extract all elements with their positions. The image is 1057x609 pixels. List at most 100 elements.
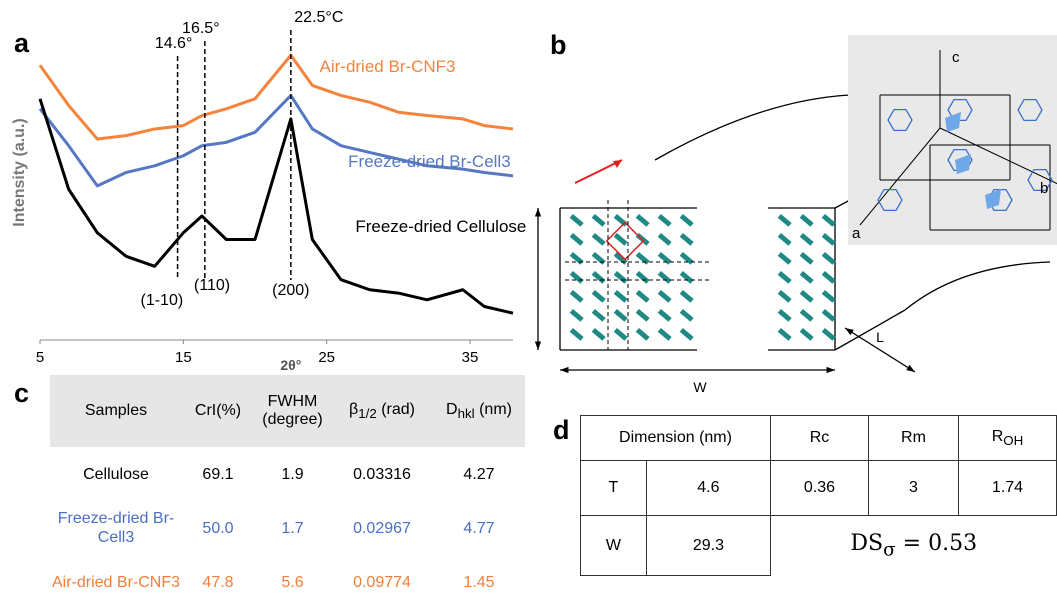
- data-cell: 47.8: [182, 555, 254, 609]
- cell-text: 1.74: [991, 479, 1024, 496]
- edge: [654, 94, 851, 161]
- chain-marker: [635, 251, 650, 265]
- chain-marker: [679, 289, 694, 303]
- data-row: Freeze-dried Br-Cell3 50.0 1.7 0.02967 4.77: [50, 501, 525, 555]
- dimension-label: L: [876, 329, 884, 345]
- x-tick-label: 35: [462, 349, 479, 366]
- cell-text: 1.9: [281, 465, 304, 483]
- chain-marker: [635, 327, 650, 341]
- series-label: Freeze-dried Br-Cell3: [348, 152, 511, 171]
- chain-marker: [591, 251, 606, 265]
- edge: [834, 199, 851, 209]
- chain-marker: [777, 308, 792, 322]
- axis-label: b: [1040, 180, 1048, 197]
- chain-marker: [591, 308, 606, 322]
- miller-index: (1-10): [140, 292, 183, 309]
- data-cell: 5.6: [254, 555, 331, 609]
- page: a b c d 5 15 25 35 2θ° Intensity (a.u.) Air-dr…: [11, 9, 1057, 591]
- cell-text: 1.7: [281, 519, 304, 537]
- chain-marker: [679, 213, 694, 227]
- data-cell: 4.77: [433, 501, 525, 555]
- x-tick-label: 15: [175, 349, 192, 366]
- cell-text: CrI(%): [194, 402, 242, 419]
- cell-text: 69.1: [202, 465, 234, 483]
- chain-marker: [679, 251, 694, 265]
- cell-text: Samples: [84, 402, 148, 419]
- header-cell: Rm: [868, 415, 959, 461]
- edge: [844, 327, 916, 373]
- spectrum-line: [38, 98, 514, 315]
- crystallinity-table: Samples CrI(%) FWHM (degree) β1/2 (rad) Dhkl…: [50, 375, 525, 609]
- chain-marker: [777, 232, 792, 246]
- series-label: Freeze-dried Cellulose: [355, 217, 526, 236]
- chain-marker: [591, 232, 606, 246]
- panel-label: c: [14, 378, 30, 408]
- chain-marker: [591, 289, 606, 303]
- data-cell: Air-dried Br-CNF3: [50, 555, 182, 609]
- cell-text: DS: [850, 531, 884, 557]
- cell-subscript: hkl: [457, 406, 475, 422]
- dimension-table: Dimension (nm) Rc Rm ROH T 4.6 0.36 3 1.74 W 29.3 D…: [580, 415, 1057, 576]
- cell-text: β: [349, 400, 359, 418]
- chain-marker: [657, 289, 672, 303]
- chain-marker: [613, 270, 628, 284]
- cell-text: Rc: [809, 429, 830, 446]
- chain-marker: [657, 232, 672, 246]
- panel-label: b: [550, 30, 567, 60]
- chain-marker: [799, 232, 814, 246]
- chain-marker: [569, 232, 584, 246]
- chain-marker: [799, 251, 814, 265]
- chain-marker: [799, 213, 814, 227]
- y-axis-label: Intensity (a.u.): [11, 118, 28, 226]
- panel-label: d: [553, 415, 570, 445]
- cell-subscript: σ: [883, 539, 896, 561]
- header-cell: CrI(%): [182, 375, 254, 447]
- structure-diagram: TWLcba: [534, 35, 1057, 395]
- cell-text: (rad): [376, 400, 415, 418]
- cell-text: Dimension (nm): [619, 429, 732, 446]
- cell-text: R: [991, 427, 1004, 445]
- cell-text: 0.02967: [353, 519, 411, 537]
- cell-text: 50.0: [202, 519, 234, 537]
- arrow-head: [534, 341, 542, 350]
- cell-text: Freeze-dried Br-Cell3: [57, 510, 175, 546]
- header-cell: FWHM (degree): [254, 375, 331, 447]
- data-cell: 1.9: [254, 447, 331, 501]
- unit-cell: [605, 221, 645, 261]
- cell-subscript: 1/2: [358, 406, 377, 422]
- data-cell: W: [580, 515, 647, 576]
- bromo-group: [985, 189, 1001, 209]
- glucose-ring: [877, 188, 903, 212]
- chain-marker: [799, 308, 814, 322]
- glucose-ring: [887, 108, 913, 132]
- cell-text: 3: [909, 479, 918, 496]
- series-label: Air-dried Br-CNF3: [320, 57, 456, 76]
- chain-marker: [657, 327, 672, 341]
- panel-label: a: [14, 28, 30, 58]
- header-cell: ROH: [958, 415, 1057, 461]
- peak-annotation: 16.5°: [182, 20, 220, 37]
- chain-marker: [591, 213, 606, 227]
- data-cell: 4.27: [433, 447, 525, 501]
- data-cell: 1.45: [433, 555, 525, 609]
- data-cell: 0.02967: [331, 501, 433, 555]
- arrow-head: [826, 366, 835, 374]
- equation: DSσ = 0.53: [771, 516, 1057, 576]
- arrow-head: [534, 208, 542, 217]
- cell-text: 29.3: [692, 536, 724, 554]
- header-cell: Dhkl (nm): [433, 375, 525, 447]
- chain-marker: [569, 251, 584, 265]
- x-tick-label: 25: [318, 349, 335, 366]
- cell-text: 0.03316: [353, 465, 411, 483]
- data-cell: Cellulose: [50, 447, 182, 501]
- dimension-label: W: [693, 379, 707, 395]
- axis-label: a: [852, 225, 861, 242]
- chain-marker: [591, 327, 606, 341]
- cell-text: 4.27: [463, 465, 495, 483]
- chain-marker: [613, 213, 628, 227]
- cell-text: 5.6: [281, 573, 304, 591]
- cell-text: = 0.53: [895, 531, 978, 557]
- data-cell: 50.0: [182, 501, 254, 555]
- cell-subscript: OH: [1003, 433, 1024, 449]
- chain-marker: [569, 327, 584, 341]
